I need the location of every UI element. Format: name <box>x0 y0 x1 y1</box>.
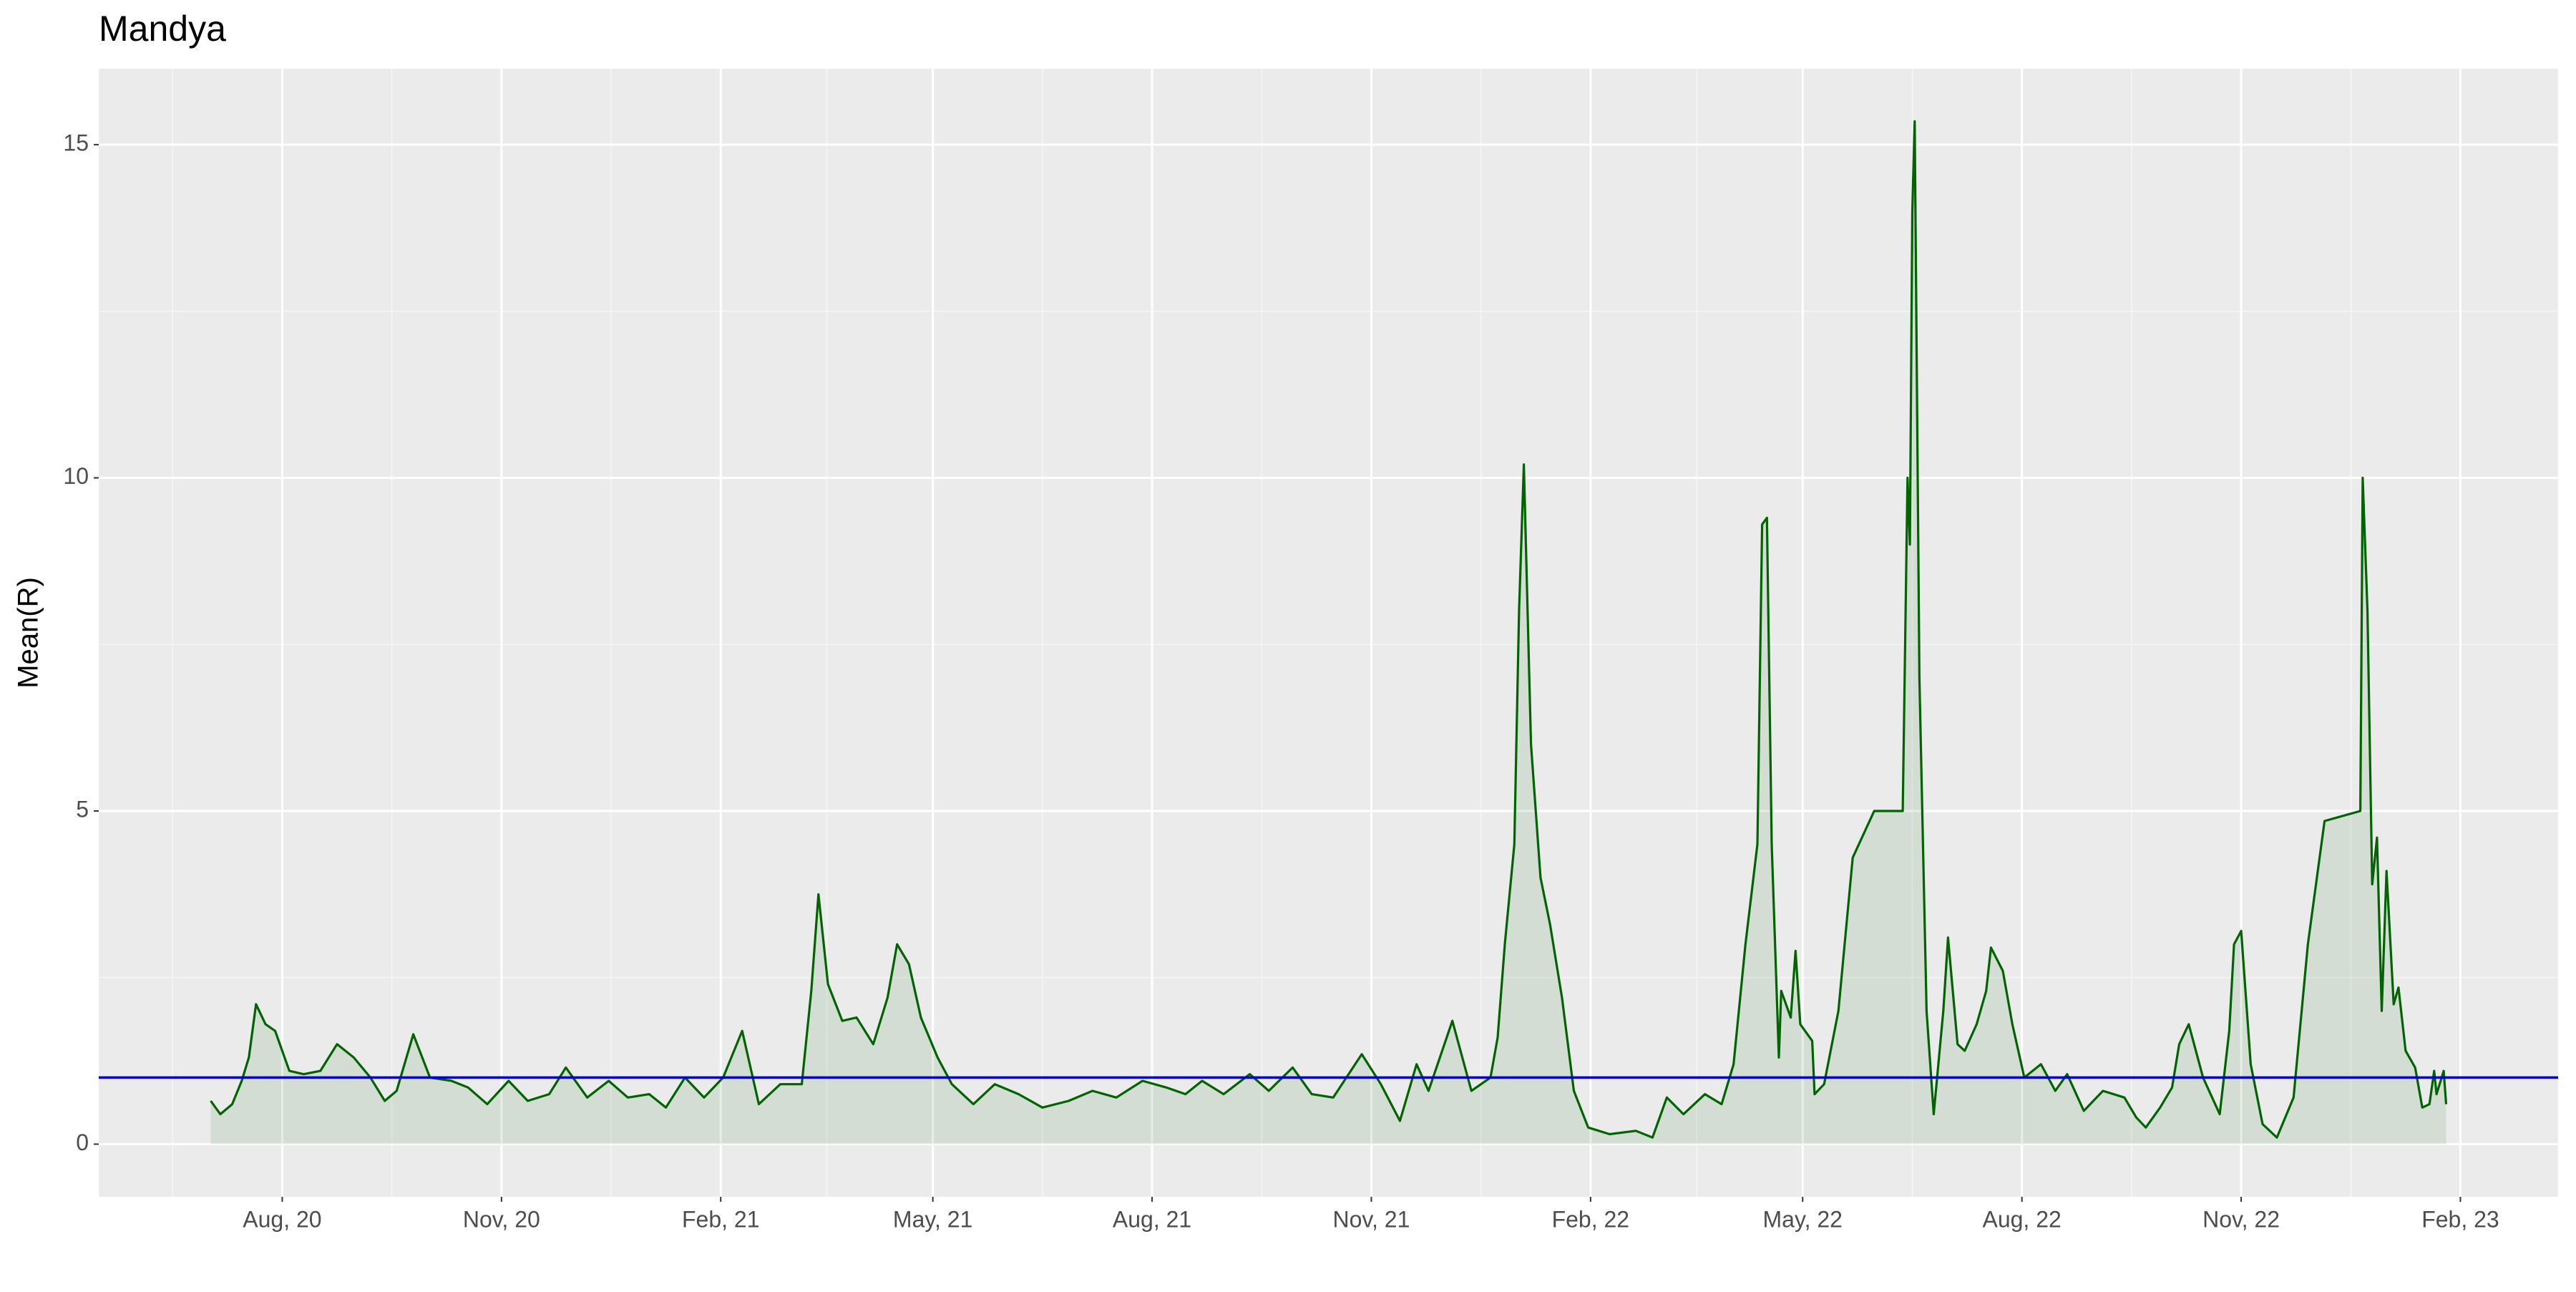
x-tick-label: May, 21 <box>893 1206 972 1232</box>
x-tick-label: Aug, 20 <box>243 1206 321 1232</box>
chart-title: Mandya <box>99 9 226 49</box>
x-tick-label: Nov, 20 <box>463 1206 540 1232</box>
y-tick-label: 10 <box>63 463 89 489</box>
y-tick-label: 0 <box>76 1130 89 1155</box>
x-tick-label: Aug, 22 <box>1982 1206 2061 1232</box>
x-tick-label: Feb, 22 <box>1552 1206 1630 1232</box>
x-tick-label: Nov, 21 <box>1332 1206 1410 1232</box>
x-tick-label: Feb, 21 <box>682 1206 760 1232</box>
x-tick-label: Feb, 23 <box>2421 1206 2499 1232</box>
x-tick-label: May, 22 <box>1763 1206 1843 1232</box>
y-tick-label: 15 <box>63 130 89 156</box>
y-tick-label: 5 <box>76 796 89 822</box>
plot-panel <box>99 69 2558 1197</box>
x-tick-label: Aug, 21 <box>1113 1206 1191 1232</box>
area-fill <box>210 121 2446 1145</box>
data-line <box>210 120 2448 1139</box>
y-axis-label: Mean(R) <box>13 577 44 689</box>
x-tick-label: Nov, 22 <box>2202 1206 2280 1232</box>
